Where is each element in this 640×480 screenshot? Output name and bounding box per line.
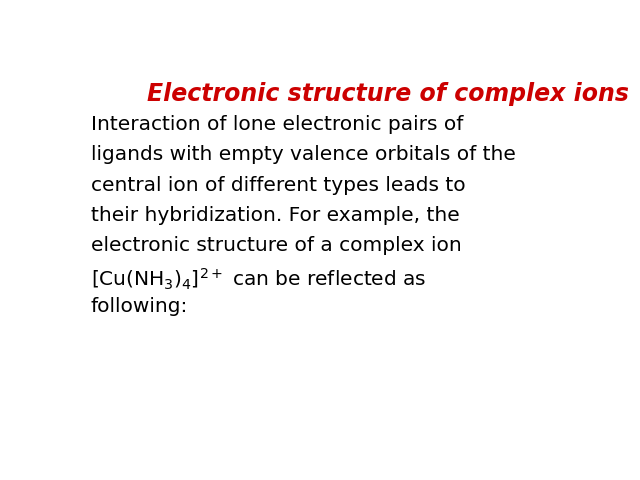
Text: following:: following: [91, 297, 188, 316]
Text: Electronic structure of complex ions: Electronic structure of complex ions [147, 82, 628, 106]
Text: central ion of different types leads to: central ion of different types leads to [91, 176, 465, 194]
Text: $\mathrm{[Cu(NH_3)_4]^{2+}}$ can be reflected as: $\mathrm{[Cu(NH_3)_4]^{2+}}$ can be refl… [91, 266, 426, 292]
Text: their hybridization. For example, the: their hybridization. For example, the [91, 206, 460, 225]
Text: ligands with empty valence orbitals of the: ligands with empty valence orbitals of t… [91, 145, 516, 164]
Text: electronic structure of a complex ion: electronic structure of a complex ion [91, 236, 461, 255]
Text: Interaction of lone electronic pairs of: Interaction of lone electronic pairs of [91, 115, 463, 134]
